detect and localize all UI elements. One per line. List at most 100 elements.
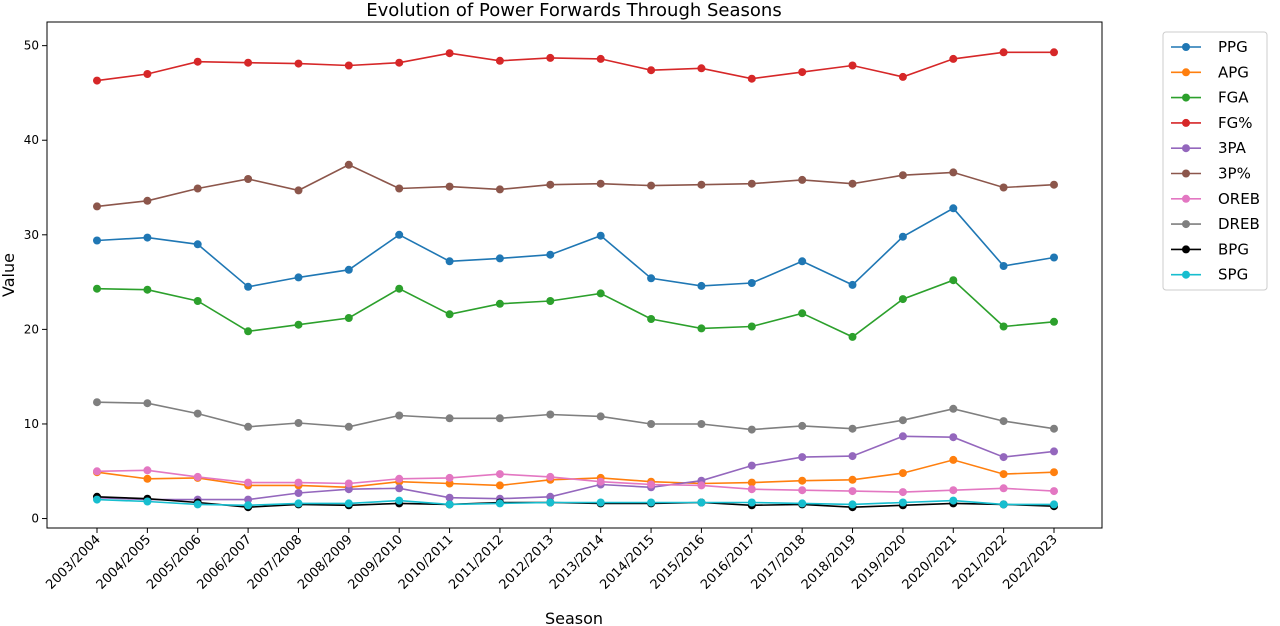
data-point <box>546 492 555 501</box>
data-point <box>848 452 857 461</box>
series-ppg <box>93 204 1058 291</box>
series-layer <box>93 48 1058 512</box>
data-point <box>949 276 958 285</box>
data-point <box>798 257 807 266</box>
legend-item: FGA <box>1171 89 1249 107</box>
data-point <box>495 299 504 308</box>
data-point <box>344 499 353 508</box>
data-point <box>949 404 958 413</box>
data-point <box>848 424 857 433</box>
data-point <box>898 232 907 241</box>
data-point <box>697 498 706 507</box>
data-point <box>798 421 807 430</box>
data-point <box>697 180 706 189</box>
data-point <box>848 500 857 509</box>
data-point <box>395 484 404 493</box>
data-point <box>647 420 656 428</box>
data-point <box>193 500 202 509</box>
data-point <box>647 498 656 507</box>
data-point <box>395 411 404 420</box>
data-point <box>344 479 353 488</box>
data-point <box>999 48 1008 57</box>
data-point <box>143 233 152 242</box>
legend-marker <box>1182 43 1190 51</box>
data-point <box>596 477 605 486</box>
legend-item: DREB <box>1171 215 1260 233</box>
data-point <box>93 495 101 504</box>
data-point <box>495 470 504 479</box>
data-point <box>193 57 202 66</box>
series-line <box>96 469 1055 493</box>
data-point <box>949 54 958 63</box>
data-point <box>395 474 404 483</box>
data-point <box>344 422 353 431</box>
y-tick-label: 10 <box>24 417 39 431</box>
data-point <box>445 493 454 502</box>
data-point <box>798 486 807 495</box>
data-point <box>596 54 605 63</box>
x-axis-label: Season <box>545 609 603 626</box>
data-point <box>999 470 1008 479</box>
data-point <box>798 68 807 77</box>
data-point <box>647 181 656 190</box>
data-point <box>395 284 404 293</box>
legend-marker <box>1182 68 1190 77</box>
data-point <box>193 472 202 481</box>
data-point <box>747 478 756 487</box>
data-point <box>999 322 1008 331</box>
series-line <box>96 163 1055 208</box>
legend-item: OREB <box>1171 190 1260 208</box>
data-point <box>798 476 807 485</box>
y-axis-label: Value <box>0 253 18 297</box>
data-point <box>244 501 253 510</box>
data-point <box>647 66 656 75</box>
data-point <box>747 74 756 83</box>
series-apg <box>93 455 1058 492</box>
data-point <box>495 414 504 423</box>
data-point <box>495 56 504 65</box>
data-point <box>798 453 807 462</box>
data-point <box>1050 317 1058 326</box>
data-point <box>93 467 101 476</box>
data-point <box>949 486 958 495</box>
data-point <box>949 496 958 505</box>
x-axis: 2003/20042004/20052005/20062006/20072007… <box>43 528 1061 593</box>
data-point <box>495 499 504 508</box>
data-point <box>1050 253 1058 262</box>
data-point <box>999 453 1008 462</box>
data-point <box>445 182 454 191</box>
data-point <box>495 185 504 194</box>
data-point <box>999 183 1008 192</box>
data-point <box>546 297 555 305</box>
series-line <box>96 51 1054 82</box>
data-point <box>495 254 504 263</box>
data-point <box>1050 447 1058 456</box>
series-3pa <box>93 432 1058 504</box>
data-point <box>445 473 454 482</box>
data-point <box>798 309 807 318</box>
data-point <box>143 285 152 294</box>
data-point <box>747 425 756 434</box>
series-fg-pct <box>93 48 1058 85</box>
legend-item: APG <box>1171 63 1249 81</box>
data-point <box>93 284 101 293</box>
data-point <box>294 478 303 487</box>
data-point <box>93 398 101 407</box>
data-point <box>244 478 253 487</box>
series-spg <box>93 495 1058 510</box>
data-point <box>143 196 152 205</box>
y-tick-label: 20 <box>24 322 39 336</box>
series-line <box>96 207 1055 288</box>
data-point <box>143 399 152 408</box>
chart-title: Evolution of Power Forwards Through Seas… <box>366 0 781 21</box>
legend-label: BPG <box>1218 240 1249 258</box>
series-3p-pct <box>93 160 1058 211</box>
data-point <box>93 202 101 211</box>
legend-label: OREB <box>1218 190 1260 208</box>
data-point <box>193 297 202 305</box>
series-line <box>96 279 1055 338</box>
series-line <box>96 401 1055 431</box>
legend-label: PPG <box>1218 38 1248 56</box>
data-point <box>848 332 857 341</box>
